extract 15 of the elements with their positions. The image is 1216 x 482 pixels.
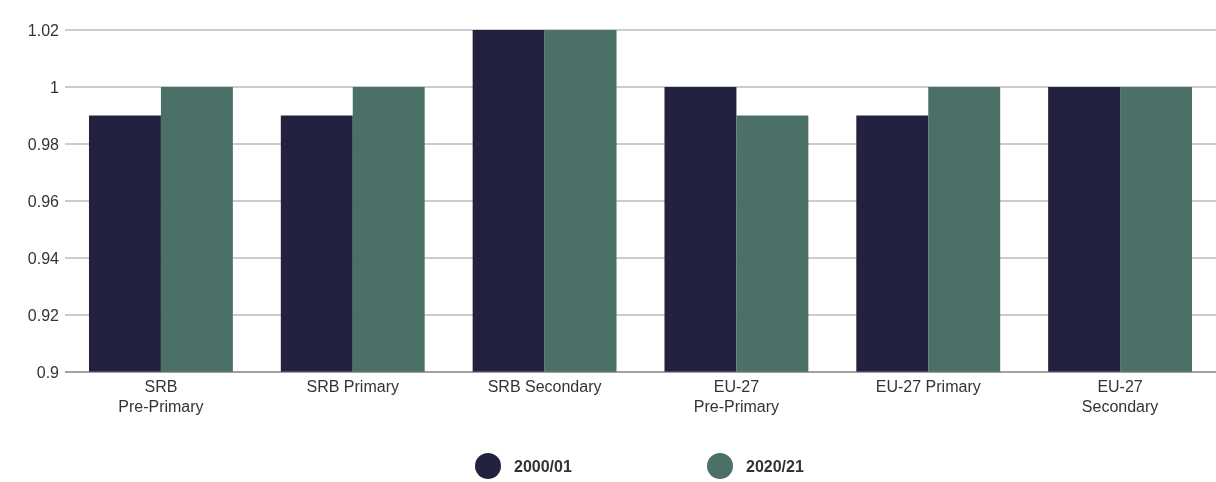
y-tick-label: 0.92 <box>27 306 60 324</box>
y-tick-label: 0.96 <box>27 192 60 210</box>
y-tick-label: 0.94 <box>27 249 60 267</box>
x-tick-label: EU-27 Pre-Primary <box>693 378 780 415</box>
y-tick-label: 1 <box>50 78 60 96</box>
legend-label: 2000/01 <box>514 457 572 475</box>
y-tick-label: 1.02 <box>27 21 60 39</box>
legend-label: 2020/21 <box>746 457 804 475</box>
x-tick-label: EU-27 Secondary <box>1081 378 1159 415</box>
x-tick-label: EU-27 Primary <box>875 378 981 395</box>
y-tick-label: 0.9 <box>36 363 60 381</box>
x-tick-label: SRB Secondary <box>487 378 602 395</box>
x-tick-label: SRB Primary <box>306 378 399 395</box>
x-tick-label: SRB Pre-Primary <box>118 378 204 415</box>
y-tick-label: 0.98 <box>27 135 60 153</box>
